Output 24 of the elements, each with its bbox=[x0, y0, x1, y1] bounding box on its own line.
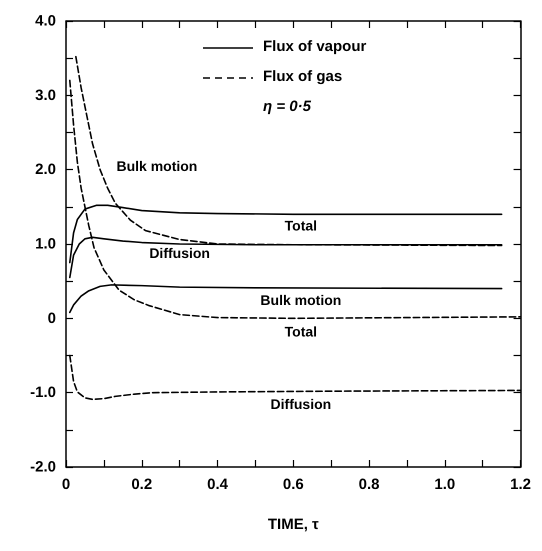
y-tick-label: 3.0 bbox=[35, 86, 56, 104]
x-tick-label: 0.8 bbox=[358, 476, 380, 493]
y-tick-label: 2.0 bbox=[35, 161, 56, 178]
series-label: Total bbox=[284, 324, 318, 340]
series-label: Diffusion bbox=[270, 396, 332, 412]
x-tick-label: 1.2 bbox=[510, 476, 532, 493]
x-tick-label: 0.6 bbox=[282, 476, 304, 493]
y-tick-label: -1.0 bbox=[30, 384, 56, 402]
y-tick-label: 4.0 bbox=[35, 12, 56, 30]
x-tick-label: 0.2 bbox=[131, 476, 152, 493]
series-label: Bulk motion bbox=[116, 158, 198, 174]
x-tick-label: 0.4 bbox=[207, 476, 229, 493]
annotation: Flux of vapour bbox=[263, 38, 366, 55]
series-label: Bulk motion bbox=[260, 292, 342, 308]
y-tick-label: -2.0 bbox=[30, 458, 56, 476]
x-tick-label: 0 bbox=[62, 476, 70, 493]
x-axis-title: TIME, τ bbox=[268, 516, 320, 533]
y-tick-label: 1.0 bbox=[35, 236, 56, 252]
annotation: Flux of gas bbox=[263, 68, 342, 85]
annotation: η = 0·5 bbox=[263, 98, 312, 115]
x-tick-label: 1.0 bbox=[434, 476, 456, 493]
y-tick-label: 0 bbox=[48, 310, 56, 327]
series-label: Total bbox=[284, 217, 318, 234]
series-label: Diffusion bbox=[149, 244, 210, 261]
